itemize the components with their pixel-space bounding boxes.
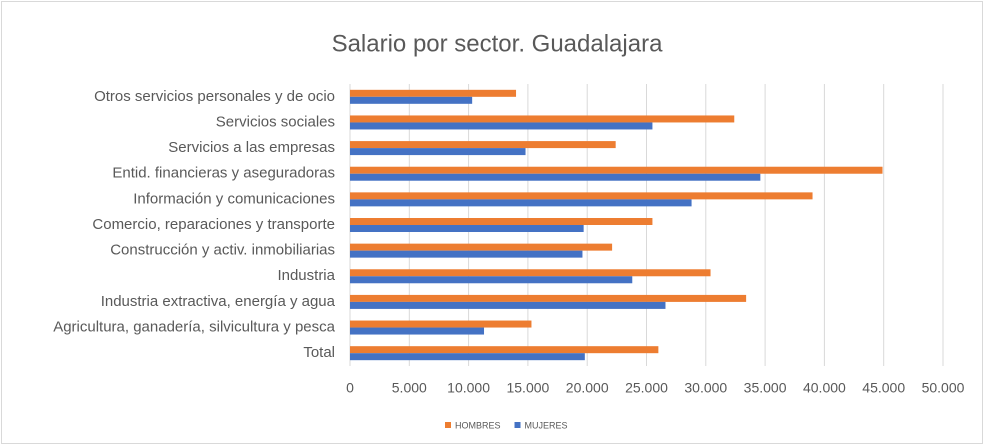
bar bbox=[350, 115, 735, 123]
x-tick-label: 45.000 bbox=[862, 380, 905, 396]
y-tick-label: Industria extractiva, energía y agua bbox=[101, 293, 336, 310]
bar bbox=[350, 346, 659, 354]
x-tick-label: 40.000 bbox=[803, 380, 846, 396]
y-tick-label: Servicios a las empresas bbox=[168, 139, 335, 156]
bar bbox=[350, 243, 613, 251]
y-tick-label: Industria bbox=[277, 267, 335, 284]
x-tick-label: 25.000 bbox=[625, 380, 668, 396]
bar bbox=[350, 294, 747, 302]
y-tick-label: Total bbox=[303, 344, 335, 361]
x-tick-label: 50.000 bbox=[922, 380, 965, 396]
bar bbox=[350, 192, 813, 200]
bar bbox=[350, 166, 883, 174]
x-tick-label: 10.000 bbox=[447, 380, 490, 396]
bar bbox=[350, 148, 526, 156]
bar bbox=[350, 353, 585, 361]
legend-swatch bbox=[514, 422, 521, 428]
y-tick-label: Servicios sociales bbox=[216, 113, 335, 130]
x-tick-label: 5.000 bbox=[392, 380, 427, 396]
bar bbox=[350, 218, 653, 225]
bar bbox=[350, 173, 761, 181]
y-tick-label: Información y comunicaciones bbox=[133, 190, 335, 207]
x-tick-label: 15.000 bbox=[506, 380, 549, 396]
y-tick-label: Agricultura, ganadería, silvicultura y p… bbox=[53, 319, 335, 336]
legend-swatch bbox=[445, 422, 451, 428]
bar bbox=[350, 276, 633, 284]
bar bbox=[350, 141, 616, 149]
bar bbox=[350, 250, 583, 258]
legend-label: HOMBRES bbox=[455, 420, 501, 430]
x-tick-label: 0 bbox=[346, 380, 354, 396]
bar bbox=[350, 269, 711, 277]
bar bbox=[350, 320, 532, 328]
chart-title: Salario por sector. Guadalajara bbox=[332, 30, 664, 57]
x-tick-label: 20.000 bbox=[566, 380, 609, 396]
bar bbox=[350, 96, 473, 104]
legend-label: MUJERES bbox=[525, 420, 568, 430]
bar bbox=[350, 327, 485, 335]
y-tick-label: Comercio, reparaciones y transporte bbox=[92, 216, 335, 233]
x-tick-label: 35.000 bbox=[744, 380, 787, 396]
y-tick-label: Entid. financieras y aseguradoras bbox=[112, 165, 335, 182]
x-tick-label: 30.000 bbox=[684, 380, 727, 396]
bar bbox=[350, 122, 653, 130]
bar bbox=[350, 89, 517, 97]
bar bbox=[350, 199, 692, 207]
bar bbox=[350, 301, 666, 309]
y-tick-label: Construcción y activ. inmobiliarias bbox=[110, 242, 335, 259]
bar bbox=[350, 225, 584, 232]
y-tick-label: Otros servicios personales y de ocio bbox=[94, 88, 335, 105]
